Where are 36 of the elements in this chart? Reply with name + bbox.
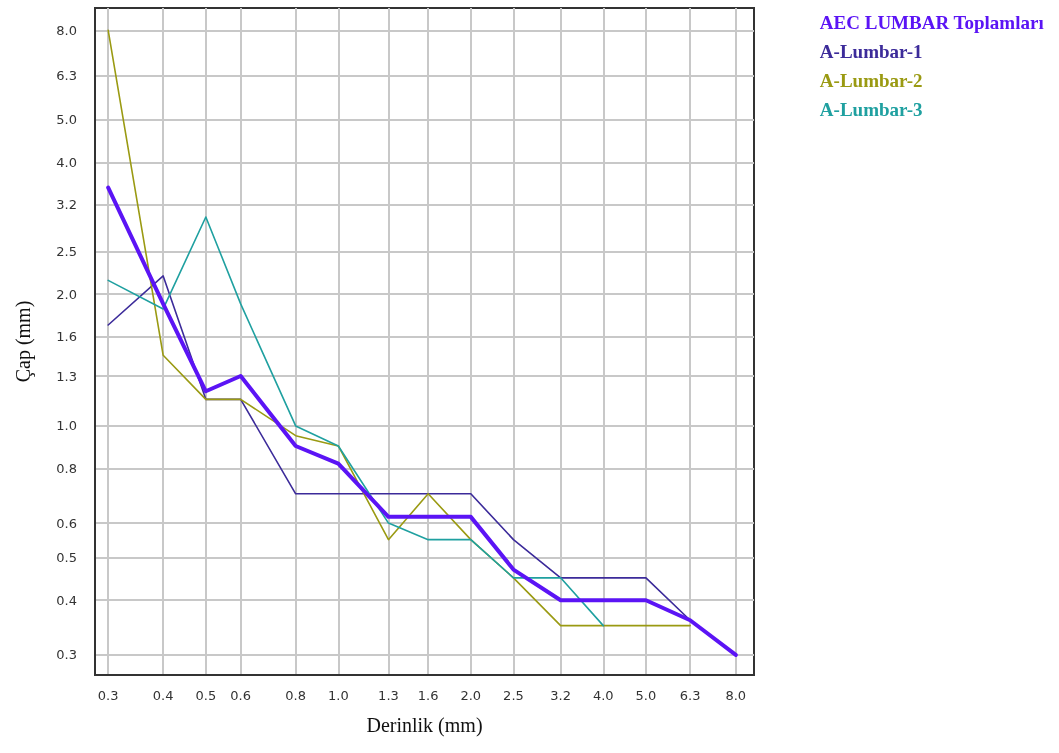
y-tick-label: 0.3 bbox=[56, 647, 77, 663]
x-tick-label: 0.3 bbox=[97, 688, 119, 703]
x-tick-label: 0.5 bbox=[195, 688, 217, 703]
y-tick-label: 2.5 bbox=[56, 244, 77, 260]
x-tick-label: 6.3 bbox=[679, 688, 701, 703]
y-tick-label: 2.0 bbox=[56, 286, 77, 302]
x-tick-label: 2.5 bbox=[503, 688, 524, 703]
y-axis-title: Çap (mm) bbox=[12, 300, 35, 383]
x-axis-title: Derinlik (mm) bbox=[366, 714, 483, 737]
x-tick-label: 5.0 bbox=[635, 688, 657, 703]
text: AEC LUMBAR Toplamları bbox=[819, 12, 1044, 33]
x-tick-label: 0.4 bbox=[152, 688, 174, 703]
x-tick-label: 1.3 bbox=[378, 688, 399, 703]
y-tick-label: 0.8 bbox=[56, 460, 77, 476]
x-tick-label: 3.2 bbox=[550, 688, 571, 703]
x-tick-label: 0.8 bbox=[285, 688, 307, 703]
x-tick-label: 1.0 bbox=[327, 688, 349, 703]
x-tick-label: 0.6 bbox=[230, 688, 252, 703]
y-tick-label: 0.4 bbox=[56, 592, 77, 608]
y-tick-label: 1.3 bbox=[56, 368, 77, 384]
text: A-Lumbar-3 bbox=[819, 99, 923, 120]
x-tick-label: 2.0 bbox=[460, 688, 482, 703]
x-tick-label: 8.0 bbox=[725, 688, 747, 703]
y-tick-label: 0.6 bbox=[56, 515, 77, 531]
y-tick-label: 0.5 bbox=[56, 550, 77, 566]
y-tick-label: 4.0 bbox=[56, 154, 77, 170]
text: A-Lumbar-1 bbox=[819, 41, 923, 62]
y-tick-label: 1.6 bbox=[56, 329, 77, 345]
x-tick-label: 4.0 bbox=[592, 688, 614, 703]
text: A-Lumbar-2 bbox=[819, 70, 923, 91]
y-tick-label: 5.0 bbox=[56, 112, 77, 128]
y-tick-label: 1.0 bbox=[56, 418, 77, 434]
y-tick-label: 8.0 bbox=[56, 22, 77, 38]
y-tick-label: 3.2 bbox=[56, 197, 77, 213]
x-tick-label: 1.6 bbox=[417, 688, 439, 703]
y-tick-label: 6.3 bbox=[56, 68, 77, 84]
